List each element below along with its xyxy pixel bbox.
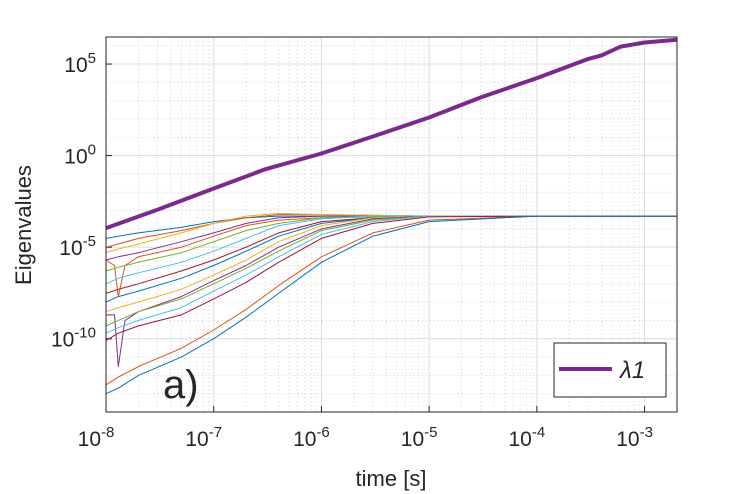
legend-label-lambda1: λ1 xyxy=(618,357,645,384)
legend: λ1 xyxy=(553,342,667,398)
panel-annotation: a) xyxy=(163,363,199,407)
x-tick-label: 10-6 xyxy=(293,424,330,451)
x-tick-label: 10-4 xyxy=(509,424,546,451)
series-line-lambda1 xyxy=(105,37,678,230)
x-tick-labels: 10-8 10-7 10-6 10-5 10-4 10-3 xyxy=(78,424,653,451)
y-axis-label: Eigenvalues xyxy=(11,165,36,285)
y-tick-labels: 105 100 10-5 10-10 xyxy=(51,50,96,352)
x-axis-label: time [s] xyxy=(356,466,427,491)
y-tick-label: 105 xyxy=(64,50,96,77)
x-tick-label: 10-5 xyxy=(401,424,438,451)
plot-frame xyxy=(105,36,678,413)
series-layer xyxy=(105,37,678,395)
x-tick-label: 10-8 xyxy=(78,424,115,451)
series-line-other-eigenvalue-11 xyxy=(106,215,677,368)
y-tick-label: 100 xyxy=(64,142,96,169)
x-tick-label: 10-3 xyxy=(616,424,653,451)
x-tick-label: 10-7 xyxy=(185,424,222,451)
series-line-other-eigenvalue-16 xyxy=(105,215,677,395)
series-line-other-eigenvalue-15 xyxy=(105,215,677,386)
series-line-other-eigenvalue-14 xyxy=(105,215,677,341)
y-tick-label: 10-10 xyxy=(51,325,96,352)
series-line-other-eigenvalue-13 xyxy=(105,215,677,334)
y-tick-label: 10-5 xyxy=(59,233,96,260)
